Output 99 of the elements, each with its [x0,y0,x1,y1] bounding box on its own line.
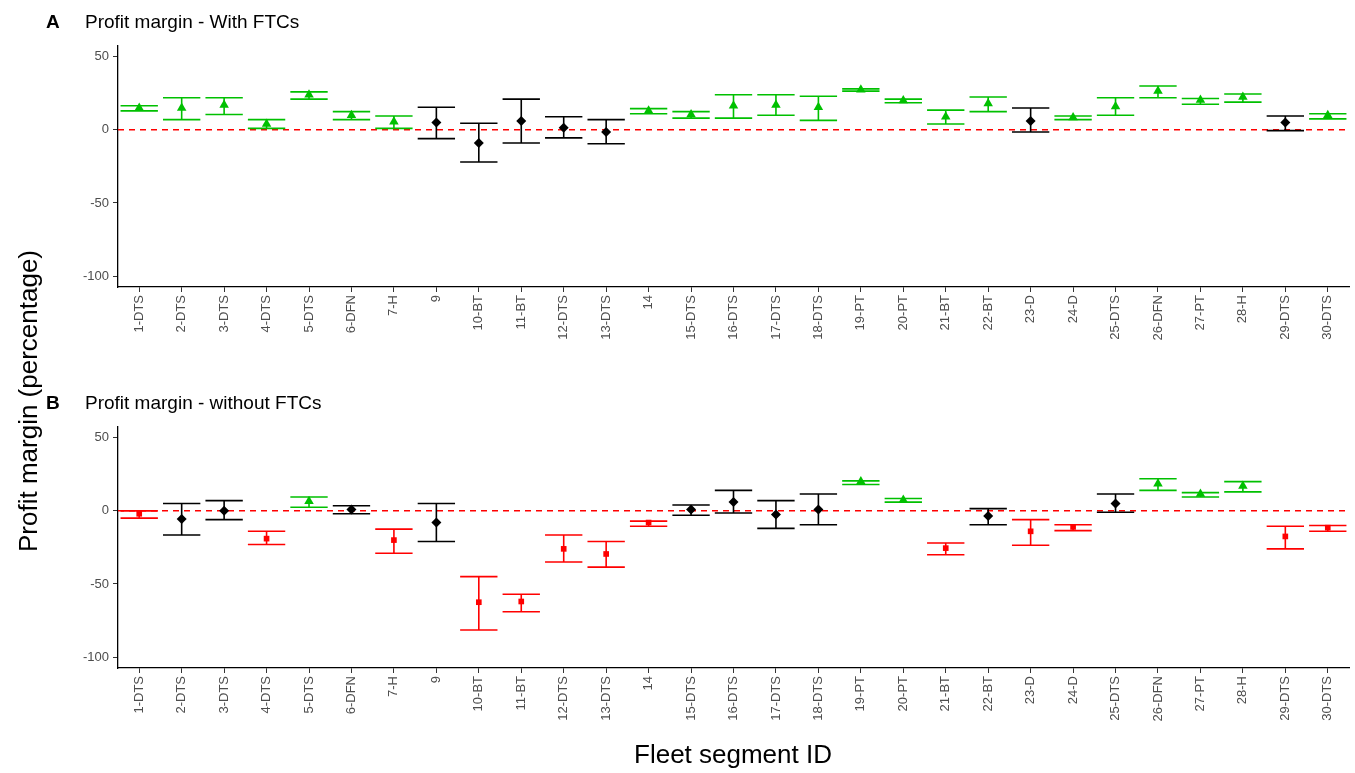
x-tick-label: 14 [640,295,656,310]
x-tick-label: 12-DTS [555,294,571,340]
x-tick-label: 15-DTS [682,675,698,721]
x-tick-label: 22-BT [979,294,995,331]
chart-title: Profit margin - With FTCs [85,11,300,33]
y-tick-label: -50 [90,575,109,591]
point [1070,524,1076,530]
point [1110,498,1121,509]
point [728,497,739,508]
x-tick-label: 15-DTS [682,294,698,340]
x-axis-title: Fleet segment ID [634,739,832,769]
x-tick-label: 9 [427,295,443,303]
x-tick-label: 29-DTS [1276,675,1292,721]
point [1324,524,1331,531]
point [770,509,781,520]
y-tick-label: 50 [94,429,109,445]
x-tick-label: 6-DFN [343,295,359,334]
x-tick-label: 17-DTS [767,294,783,340]
x-tick-label: 11-BT [512,675,528,711]
point [942,545,949,551]
point [1153,478,1163,487]
x-tick-label: 7-H [385,295,401,316]
x-tick-label: 2-DTS [173,294,189,333]
x-tick-label: 30-DTS [1319,675,1335,721]
point [1282,533,1289,540]
text: B [46,392,60,414]
x-tick-label: 22-BT [979,675,995,712]
x-tick-label: 4-DTS [258,675,274,714]
x-tick-label: 28-H [1234,676,1250,705]
point [431,517,442,528]
x-tick-label: 24-D [1064,295,1080,324]
x-tick-label: 21-BT [937,294,953,331]
x-tick-label: 12-DTS [555,675,571,721]
point [346,504,357,515]
chart-title: Profit margin - without FTCs [85,392,322,414]
x-tick-label: 20-PT [894,294,910,331]
point [1027,528,1034,535]
point [813,504,824,515]
y-tick-label: 0 [101,502,109,518]
point [518,598,525,605]
x-tick-label: 29-DTS [1276,294,1292,340]
x-tick-label: 1-DTS [130,294,146,333]
point [391,537,397,543]
y-tick-label: 0 [101,121,109,137]
point [176,513,187,524]
point [898,494,909,503]
x-tick-label: 9 [427,676,443,684]
point [983,510,994,521]
x-tick-label: 17-DTS [767,675,783,721]
y-tick-label: -50 [90,194,109,210]
x-tick-label: 7-H [385,676,401,697]
x-tick-label: 25-DTS [1107,675,1123,721]
point [856,476,866,485]
x-tick-label: 2-DTS [173,675,189,714]
x-tick-label: 26-DFN [1149,295,1165,341]
x-tick-label: 27-PT [1192,675,1208,712]
x-tick-label: 13-DTS [597,675,613,721]
x-tick-label: 28-H [1234,295,1250,324]
x-tick-label: 1-DTS [130,675,146,714]
point [686,504,697,515]
y-tick-label: -100 [82,267,109,283]
x-tick-label: 3-DTS [215,294,231,333]
x-tick-label: 5-DTS [300,675,316,714]
x-tick-label: 18-DTS [809,294,825,340]
x-tick-label: 13-DTS [597,294,613,340]
x-tick-label: 19-PT [852,294,868,331]
x-tick-label: 23-D [1022,676,1038,705]
point [603,551,609,557]
point [1195,488,1206,497]
x-tick-label: 26-DFN [1149,676,1165,722]
point [1238,480,1248,489]
x-tick-label: 30-DTS [1319,294,1335,340]
x-tick-label: 11-BT [512,294,528,330]
x-tick-label: 24-D [1064,676,1080,705]
x-tick-label: 6-DFN [343,676,359,715]
x-tick-label: 10-BT [470,294,486,331]
x-tick-label: 4-DTS [258,294,274,333]
x-tick-label: 18-DTS [809,675,825,721]
x-tick-label: 10-BT [470,675,486,712]
x-tick-label: 5-DTS [300,294,316,333]
point [475,599,482,606]
x-tick-label: 16-DTS [725,294,741,340]
x-tick-label: 27-PT [1192,294,1208,331]
y-tick-label: -100 [82,648,109,664]
x-tick-label: 21-BT [937,675,953,712]
x-tick-label: 23-D [1022,295,1038,324]
x-tick-label: 14 [640,676,656,691]
x-tick-label: 19-PT [852,675,868,712]
point [304,495,314,505]
y-tick-label: 50 [94,48,109,64]
point [560,546,567,552]
point [136,510,143,517]
x-tick-label: 3-DTS [215,675,231,714]
text: A [46,11,60,33]
x-tick-label: 20-PT [894,675,910,712]
point [219,505,230,516]
y-axis-title: Profit margin (percentage) [13,249,43,553]
x-tick-label: 16-DTS [725,675,741,721]
x-tick-label: 25-DTS [1107,294,1123,340]
